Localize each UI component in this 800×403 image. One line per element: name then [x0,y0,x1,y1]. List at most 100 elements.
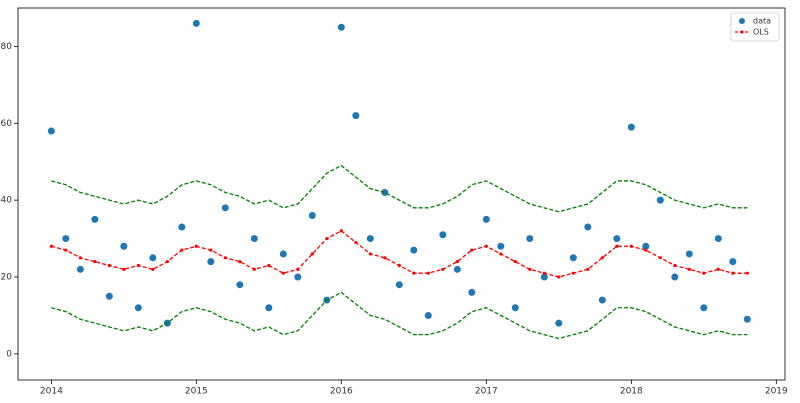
data-point [279,250,287,258]
data-point [180,248,184,252]
x-tick-label: 2018 [620,387,643,397]
data-point [47,127,55,135]
data-point [714,235,722,243]
data-point [194,244,198,248]
data-point [600,256,604,260]
data-point [410,246,418,254]
data-point [252,267,256,271]
series-line [51,291,748,340]
y-tick-label: 40 [1,196,13,206]
data-point [178,223,186,231]
data-point [122,267,126,271]
x-tick-label: 2014 [40,387,63,397]
data-point [192,19,200,27]
y-tick-label: 80 [1,42,13,52]
data-point [238,260,242,264]
data-point [165,260,169,264]
data-point [729,258,737,266]
data-point [368,252,372,256]
data-point [702,271,706,275]
data-point [49,244,53,248]
data-point [700,304,708,312]
data-point [91,215,99,223]
y-tick-label: 0 [6,349,12,359]
data-point [236,281,244,289]
data-point [397,263,401,268]
x-tick-label: 2019 [765,387,788,397]
x-tick-label: 2015 [185,387,208,397]
data-point [209,248,213,252]
data-point [569,254,577,262]
data-point [598,296,606,304]
data-point [627,123,635,131]
data-point [499,252,503,256]
data-point [671,273,679,281]
data-point [267,263,271,268]
data-point [93,260,97,264]
y-tick-label: 20 [1,273,13,283]
data-point [325,236,329,241]
data-point [497,242,505,250]
data-point [352,112,360,120]
data-point [207,258,215,266]
legend-marker [740,30,744,34]
data-point [151,267,155,271]
data-point [526,235,534,243]
data-point [354,240,358,245]
data-point [586,267,590,271]
data-point [412,271,416,275]
data-point [149,254,157,262]
data-point [339,229,343,233]
y-tick-label: 60 [1,119,13,129]
legend-label: data [753,17,771,26]
x-tick-label: 2017 [475,387,498,397]
data-point [540,273,548,281]
data-point [685,250,693,258]
data-point [557,275,561,279]
data-point [424,311,432,319]
legend-label: OLS [753,28,769,37]
data-point [511,304,519,312]
x-tick-label: 2016 [330,387,353,397]
data-point [64,248,68,252]
data-point [642,242,650,250]
data-point [296,267,300,271]
series-line [51,164,748,213]
data-point [528,267,532,271]
data-point [470,248,474,252]
data-point [281,271,285,275]
data-point [134,304,142,312]
data-point [468,288,476,296]
data-point [366,235,374,243]
data-point [107,263,111,268]
data-point [441,267,445,271]
plot-frame [17,7,786,381]
data-point [687,267,691,271]
data-point [455,260,459,264]
data-point [716,267,720,271]
data-point [571,271,575,275]
data-point [731,271,735,275]
legend-marker [739,18,745,24]
data-point [78,256,82,260]
data-point [673,263,677,268]
data-point [629,244,633,248]
data-point [308,212,316,220]
data-point [584,223,592,231]
data-point [223,256,227,260]
data-point [105,292,113,300]
data-point [555,319,563,327]
series-line [51,230,748,278]
data-point [745,271,749,275]
data-point [644,248,648,252]
data-point [743,315,751,323]
data-point [383,256,387,260]
data-point [484,244,488,248]
data-point [482,215,490,223]
plot-area [47,19,751,340]
data-point [120,242,128,250]
data-point [542,271,546,275]
data-point [265,304,273,312]
data-point [381,188,389,196]
